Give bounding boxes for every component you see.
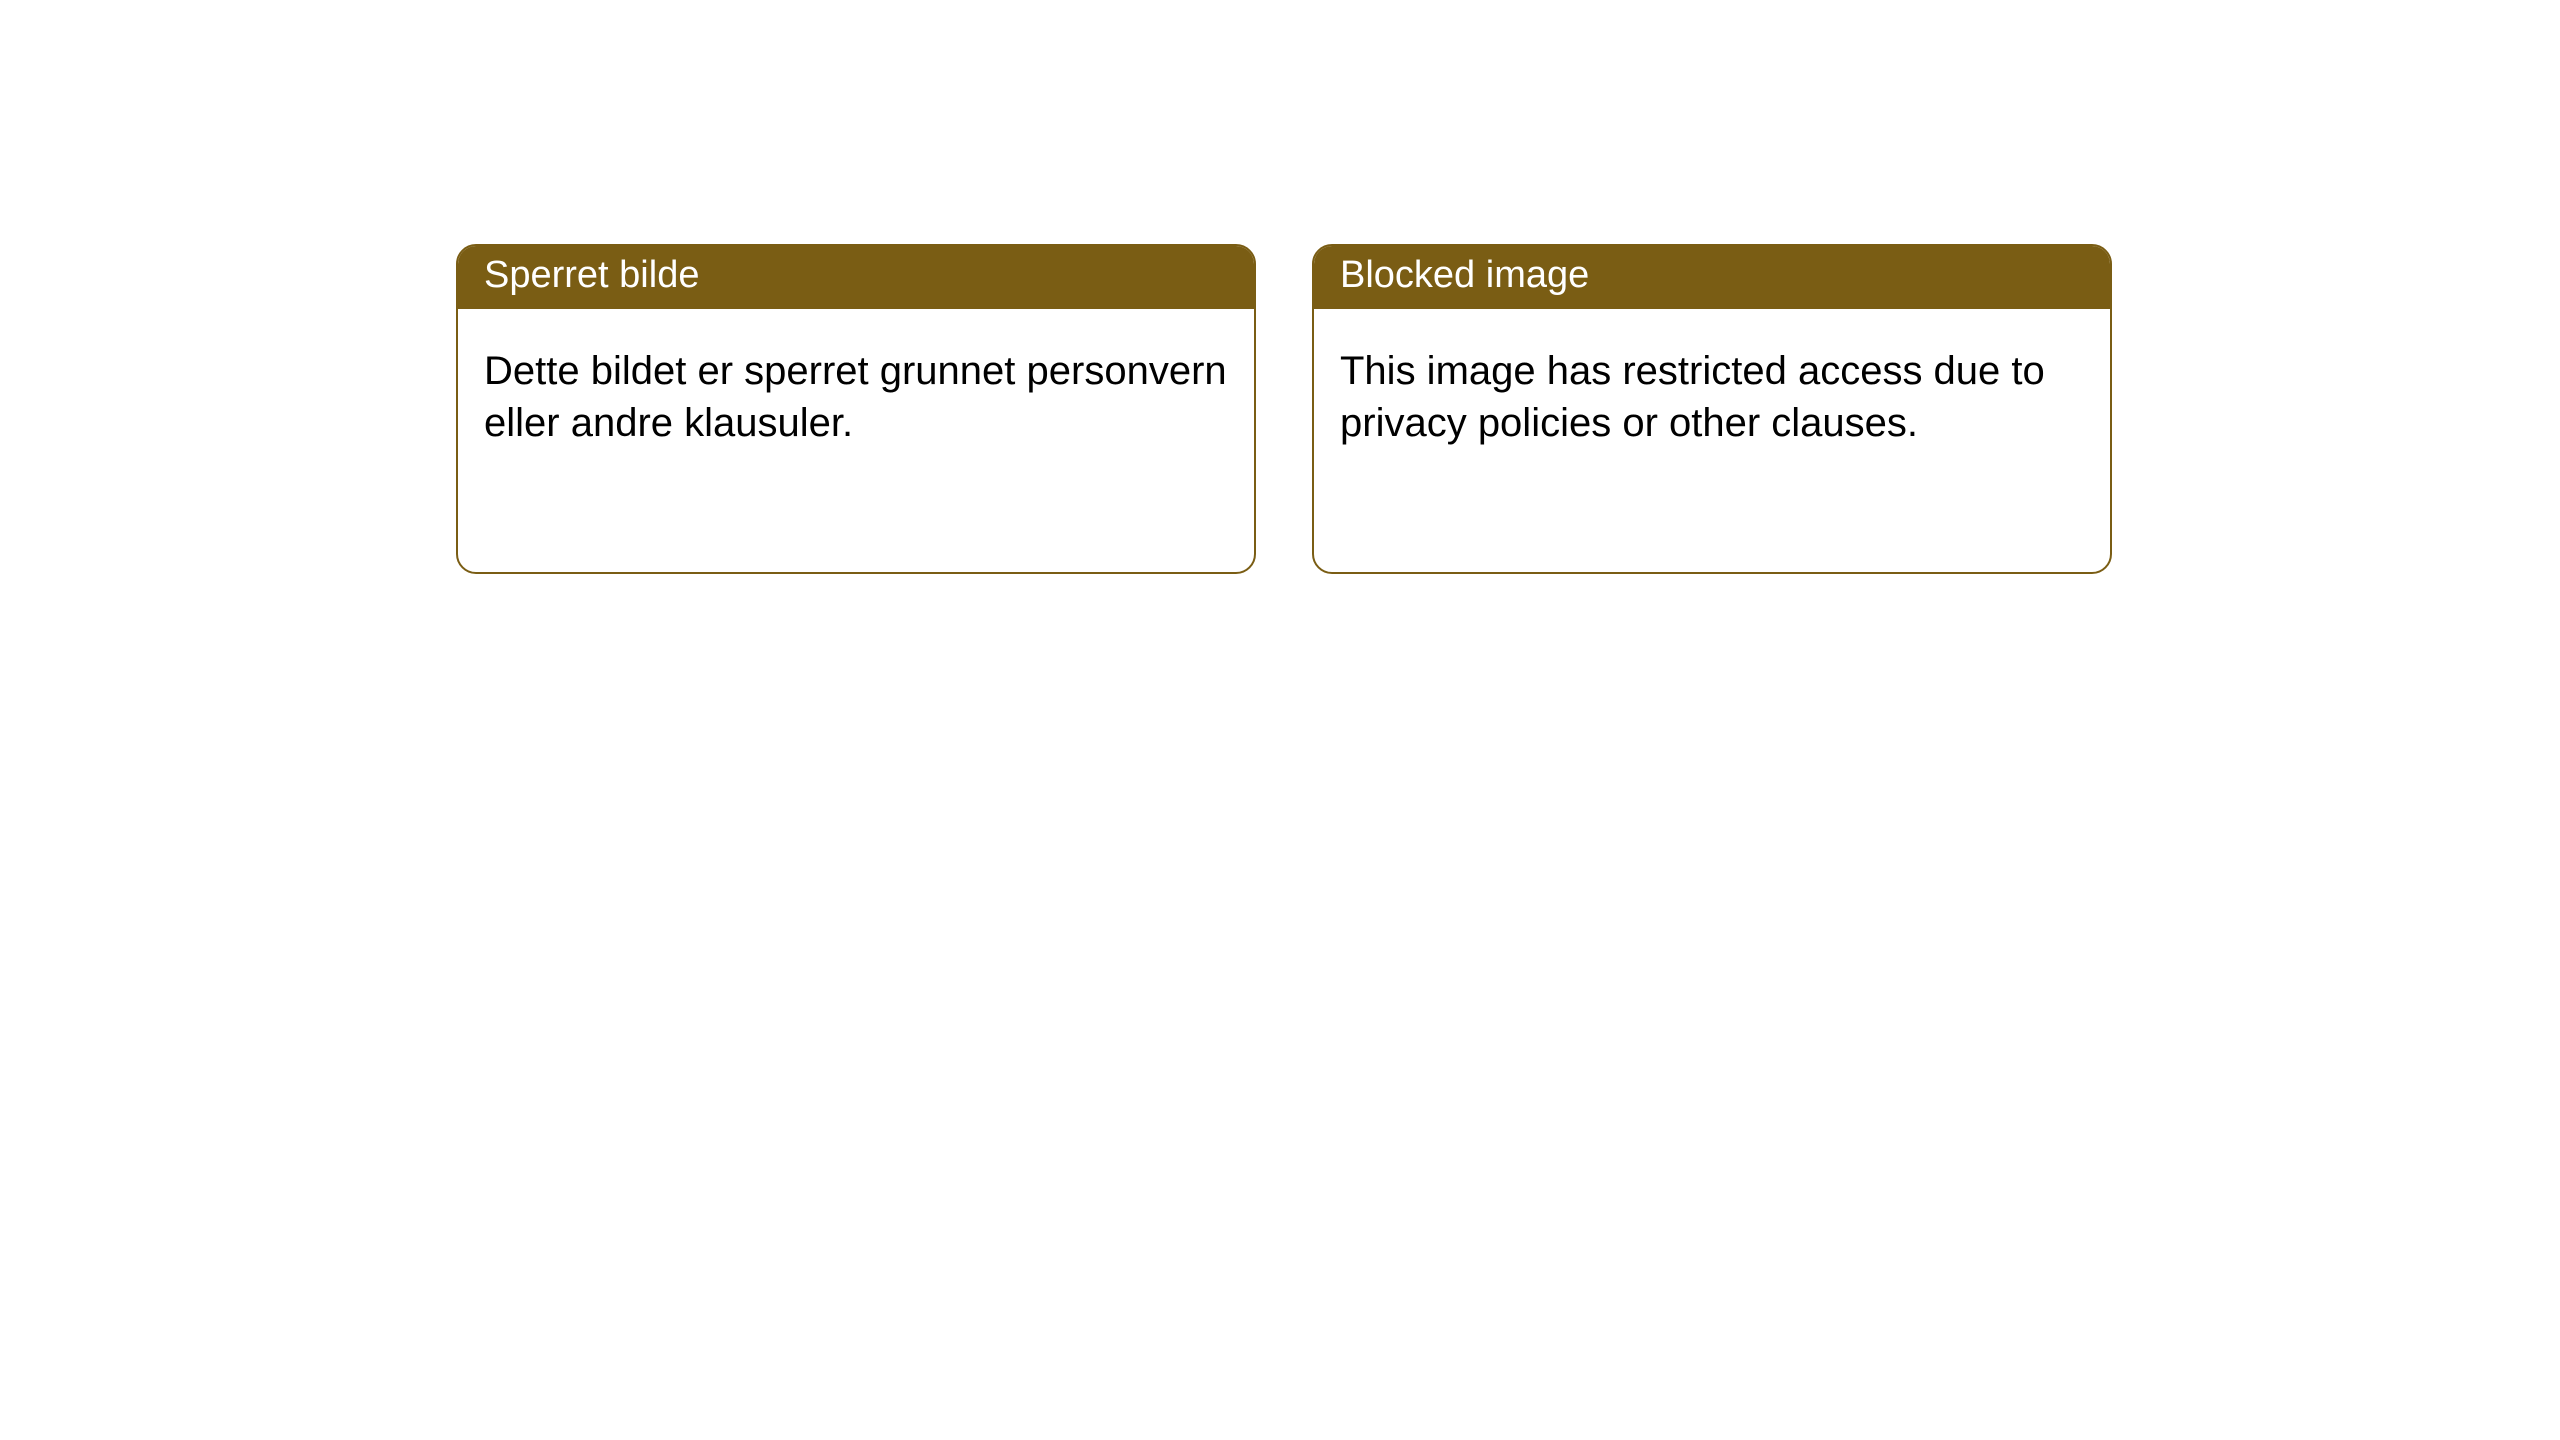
card-title: Blocked image (1340, 254, 1589, 296)
notice-card-norwegian: Sperret bilde Dette bildet er sperret gr… (456, 244, 1256, 574)
card-title: Sperret bilde (484, 254, 699, 296)
card-body-text: This image has restricted access due to … (1340, 349, 2045, 445)
card-body: Dette bildet er sperret grunnet personve… (458, 309, 1254, 475)
card-header: Sperret bilde (458, 246, 1254, 309)
card-body: This image has restricted access due to … (1314, 309, 2110, 475)
card-header: Blocked image (1314, 246, 2110, 309)
notice-card-english: Blocked image This image has restricted … (1312, 244, 2112, 574)
notice-container: Sperret bilde Dette bildet er sperret gr… (0, 0, 2560, 574)
card-body-text: Dette bildet er sperret grunnet personve… (484, 349, 1227, 445)
